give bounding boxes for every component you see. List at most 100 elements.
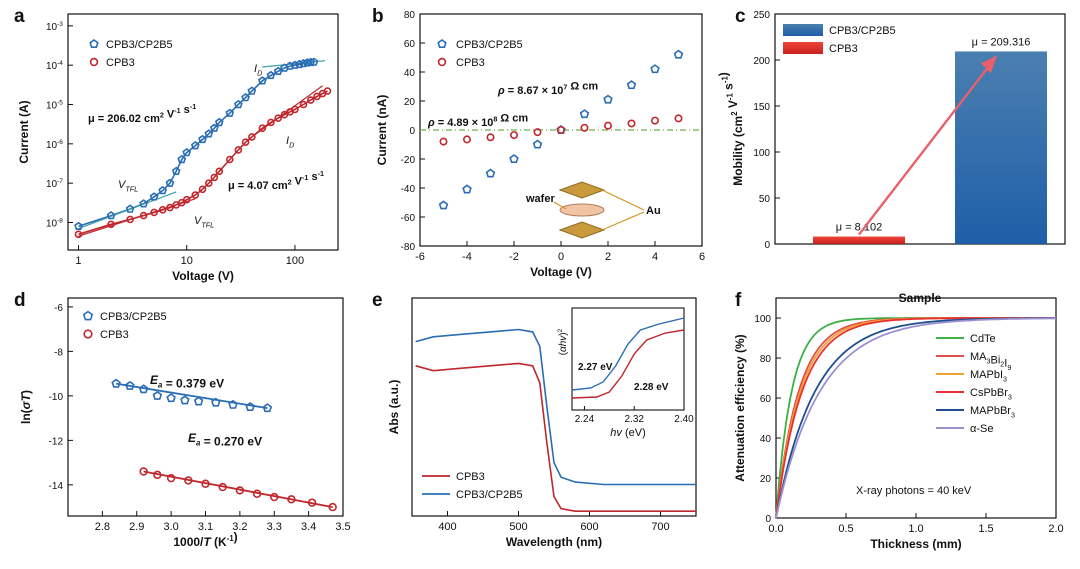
- data-point-blue: [245, 402, 255, 412]
- data-point-red: [650, 116, 659, 125]
- legend-label-blue: CPB3/CP2B5: [106, 39, 173, 51]
- data-point-blue: [673, 49, 684, 59]
- data-point-red: [215, 167, 224, 176]
- data-point-red: [198, 185, 207, 194]
- inset-x-tick-label: 2.24: [575, 414, 595, 425]
- x-tick-label: 10: [181, 255, 193, 267]
- x-tick-label: 100: [286, 255, 304, 267]
- fit-line-red: [143, 470, 333, 508]
- wafer-arrow: [553, 201, 567, 210]
- x-tick-label: 3.2: [232, 521, 247, 533]
- data-point-blue: [262, 403, 273, 413]
- id-label-red: ID: [286, 135, 294, 149]
- y-tick-label: -40: [401, 184, 416, 195]
- x-tick-label: -2: [509, 251, 519, 263]
- x-tick-label: 700: [651, 521, 669, 533]
- y-tick-label: 0: [765, 514, 771, 525]
- data-point-blue: [211, 397, 221, 407]
- y-tick-label: -8: [54, 347, 63, 358]
- inset-x-tick-label: 2.40: [674, 414, 694, 425]
- data-point-blue: [182, 148, 192, 157]
- data-point-red: [241, 138, 250, 147]
- legend-label-MAPbI3: MAPbI3: [970, 369, 1007, 383]
- y-tick-label: 40: [404, 68, 416, 79]
- data-point-red: [603, 121, 612, 130]
- data-point-red: [556, 126, 565, 135]
- y-tick-label: 200: [753, 56, 770, 67]
- data-point-red: [218, 482, 227, 492]
- data-point-red: [166, 473, 176, 483]
- spectrum-red: [415, 362, 696, 513]
- x-tick-label: 2.0: [1048, 523, 1063, 535]
- vtfl-label-red: VTFL: [194, 215, 214, 229]
- data-point-blue: [125, 204, 135, 213]
- data-point-blue: [193, 396, 204, 406]
- trend-arrow: [858, 62, 992, 236]
- data-point-red: [182, 195, 191, 204]
- data-point-blue: [149, 192, 159, 201]
- y-tick-label: 100: [753, 148, 770, 159]
- data-point-red: [328, 502, 337, 512]
- x-tick-label: 1.0: [908, 523, 923, 535]
- data-point-red: [291, 105, 299, 114]
- data-point-red: [74, 230, 83, 239]
- y-tick-label: 40: [760, 434, 772, 445]
- data-point-blue: [295, 59, 304, 69]
- inset-x-label: hv (eV): [610, 427, 645, 439]
- data-point-blue: [111, 378, 121, 388]
- legend-marker-blue: [89, 39, 99, 49]
- data-point-blue: [225, 108, 235, 117]
- data-point-red: [184, 476, 193, 485]
- data-point-red: [580, 123, 589, 132]
- y-tick-label: 10-8: [46, 218, 63, 230]
- data-point-blue: [290, 60, 300, 69]
- panel-letter-c: c: [735, 6, 746, 27]
- x-tick-label: 4: [652, 251, 658, 263]
- data-point-blue: [209, 123, 219, 132]
- data-point-blue: [158, 185, 168, 195]
- y-tick-label: 250: [753, 10, 770, 21]
- x-axis-label: Wavelength (nm): [506, 535, 602, 549]
- data-point-blue: [285, 61, 295, 70]
- mobility-label-red: μ = 4.07 cm2 V-1 s-1: [228, 170, 324, 192]
- data-point-blue: [273, 66, 283, 75]
- mobility-label-blue: μ = 206.02 cm2 V-1 s-1: [88, 103, 196, 125]
- id-label-blue: ID: [254, 63, 262, 77]
- data-point-red: [270, 492, 279, 502]
- x-tick-label: 0.0: [768, 523, 783, 535]
- legend-label-red: CPB3: [456, 471, 485, 483]
- y-tick-label: 10-7: [46, 178, 63, 190]
- data-point-blue: [257, 76, 267, 85]
- data-point-red: [306, 96, 315, 104]
- vtfl-fit-red: [78, 198, 196, 237]
- data-point-red: [258, 124, 267, 132]
- x-axis-label: 1000/T (K-1): [173, 530, 237, 549]
- inset-y-label: (αhv)2: [557, 328, 569, 355]
- legend-label-a-Se: α-Se: [970, 423, 993, 435]
- panel-letter-d: d: [14, 290, 26, 311]
- y-tick-label: -80: [401, 242, 416, 253]
- data-point-red: [287, 495, 296, 504]
- y-tick-label: -20: [401, 155, 416, 166]
- data-point-red: [139, 211, 148, 220]
- electrode-bottom: [558, 221, 606, 239]
- data-point-blue: [106, 211, 116, 220]
- legend-label-blue: CPB3/CP2B5: [456, 39, 523, 51]
- inset-label-blue: 2.27 eV: [578, 362, 613, 373]
- y-axis-label: Current (nA): [375, 95, 389, 166]
- inset-x-tick-label: 2.32: [624, 414, 644, 425]
- data-point-blue: [177, 154, 187, 164]
- data-point-red: [107, 220, 115, 229]
- legend-label-red: CPB3: [100, 329, 129, 341]
- legend-label-CdTe: CdTe: [970, 333, 996, 345]
- data-point-red: [126, 215, 134, 224]
- x-tick-label: 3.3: [267, 521, 282, 533]
- data-point-blue: [171, 166, 181, 175]
- x-tick-label: 3.1: [198, 521, 213, 533]
- data-point-red: [323, 87, 332, 95]
- au-arrow-top: [601, 189, 645, 211]
- y-tick-label: 60: [404, 39, 416, 50]
- activation-energy-blue: Ea = 0.379 eV: [150, 373, 224, 391]
- x-axis-label: Voltage (V): [530, 265, 592, 279]
